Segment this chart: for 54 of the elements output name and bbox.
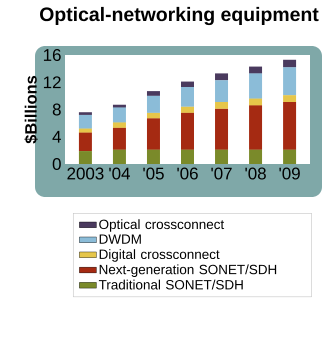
bar	[146, 150, 160, 164]
bar	[112, 107, 126, 122]
y-tick-label: 12	[44, 76, 61, 88]
bar	[215, 80, 228, 102]
bar	[78, 128, 92, 133]
bar	[215, 150, 228, 164]
bar	[215, 73, 228, 80]
y-tick-label: 16	[44, 49, 61, 62]
bar	[249, 150, 262, 164]
bar	[78, 132, 92, 152]
legend-label: Traditional SONET/SDH	[98, 280, 243, 290]
bar	[146, 96, 160, 113]
bar	[112, 128, 126, 150]
bar	[146, 91, 160, 96]
legend-label: Next-generation SONET/SDH	[100, 264, 276, 277]
bar	[249, 105, 262, 150]
y-tick-label: 4	[52, 130, 61, 143]
bar	[146, 112, 160, 118]
y-tick-label: 8	[52, 104, 61, 116]
bar	[283, 60, 296, 68]
bar	[78, 112, 92, 115]
bar	[249, 73, 262, 99]
x-tick-label: '05	[143, 168, 164, 180]
x-tick-label: '09	[279, 168, 300, 180]
bar	[283, 102, 296, 150]
bar	[215, 108, 228, 150]
bar	[78, 151, 92, 164]
legend-label: Optical crossconnect	[99, 219, 224, 232]
y-tick-label: 0	[52, 158, 61, 170]
bar	[283, 67, 296, 96]
bar	[181, 112, 194, 150]
bar	[112, 104, 126, 108]
bar	[181, 150, 194, 164]
bar	[146, 118, 160, 150]
bar	[112, 122, 126, 128]
y-axis-title: $Billions	[24, 76, 38, 144]
bar	[78, 114, 92, 129]
bar	[112, 150, 126, 164]
bar	[283, 150, 296, 164]
bar	[283, 95, 296, 102]
x-tick-label: '06	[177, 168, 198, 180]
x-tick-label: 2003	[67, 168, 104, 180]
x-tick-label: '07	[211, 168, 232, 180]
bar	[249, 98, 262, 106]
x-tick-label: '04	[109, 168, 130, 180]
bar	[181, 106, 194, 113]
legend-label: DWDM	[100, 234, 141, 244]
bar	[181, 82, 194, 88]
x-tick-label: '08	[245, 168, 266, 180]
bar	[215, 102, 228, 109]
bar	[181, 87, 194, 107]
chart-title: Optical-networking equipment	[40, 6, 319, 26]
bar	[249, 66, 262, 74]
legend-label: Digital crossconnect	[100, 249, 220, 262]
